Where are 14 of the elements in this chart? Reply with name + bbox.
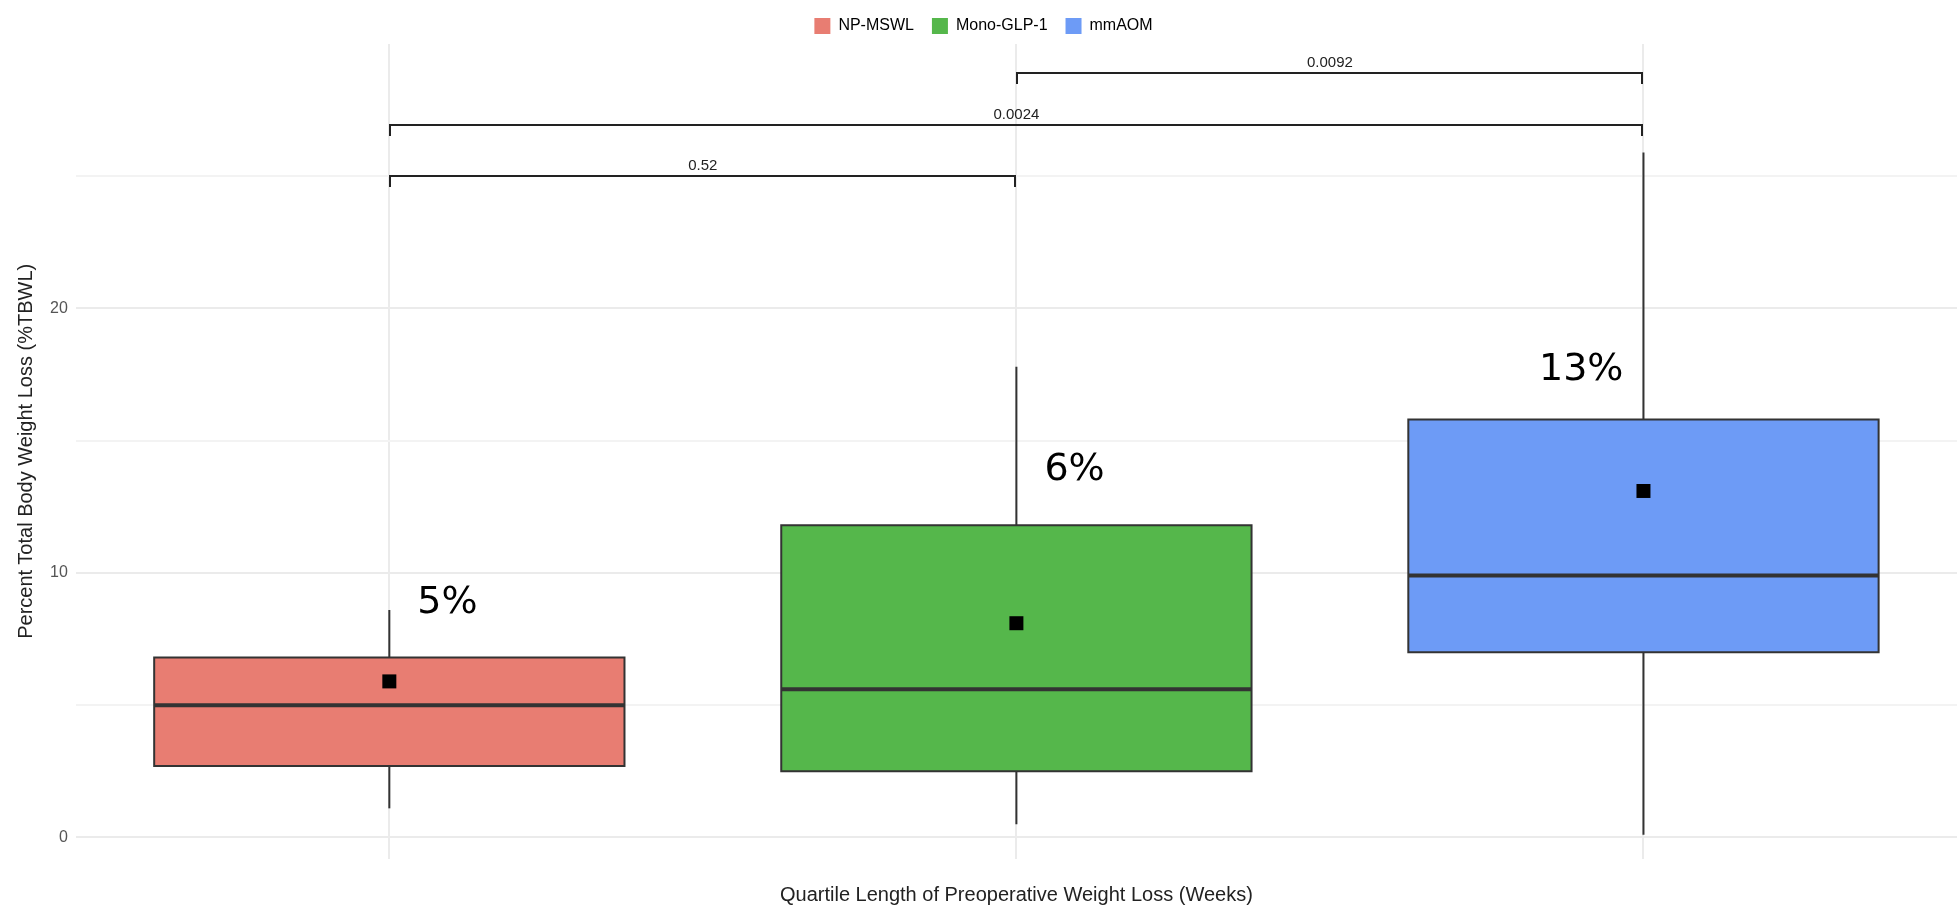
y-axis-title: Percent Total Body Weight Loss (%TBWL) [13, 263, 36, 639]
legend-label: Mono-GLP-1 [955, 16, 1048, 34]
x-axis-title: Quartile Length of Preoperative Weight Loss (Weeks) [779, 882, 1253, 905]
y-tick-label: 0 [58, 827, 68, 845]
annotation: 6% [1044, 445, 1105, 490]
legend-label: NP-MSWL [838, 16, 915, 34]
annotation: 0.0092 [1306, 53, 1353, 70]
y-tick-label: 20 [50, 298, 68, 316]
y-tick-label: 10 [50, 563, 68, 581]
annotation: 0.52 [688, 156, 718, 173]
annotation: 5% [417, 577, 478, 622]
legend-label: mmAOM [1089, 16, 1153, 34]
annotation: 13% [1539, 344, 1624, 389]
annotation: 0.0024 [993, 105, 1040, 122]
